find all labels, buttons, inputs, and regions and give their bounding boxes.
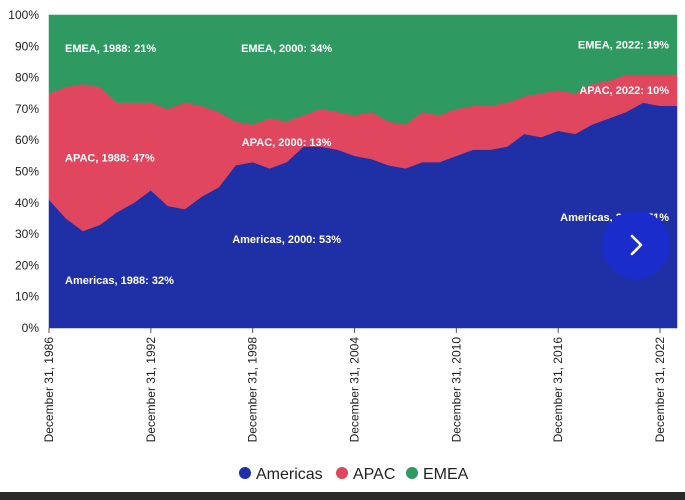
legend-marker-emea (406, 467, 418, 479)
x-tick-label: December 31, 1998 (246, 337, 260, 443)
y-tick-label: 0% (22, 321, 40, 335)
annotation-apac-2022: APAC, 2022: 10% (579, 85, 669, 97)
annotation-emea-2000: EMEA, 2000: 34% (241, 43, 332, 55)
y-tick-label: 100% (8, 8, 39, 22)
y-tick-label: 70% (15, 102, 39, 116)
x-tick-label: December 31, 1992 (144, 337, 158, 443)
legend-marker-americas (239, 467, 251, 479)
next-button[interactable] (602, 211, 670, 279)
annotation-apac-2000: APAC, 2000: 13% (242, 137, 332, 149)
chart-areas (48, 14, 678, 329)
x-tick-label: December 31, 2004 (348, 337, 362, 443)
y-tick-label: 90% (15, 39, 39, 53)
x-tick-label: December 31, 2010 (449, 337, 463, 443)
annotation-apac-1988: APAC, 1988: 47% (65, 152, 155, 164)
y-tick-label: 20% (15, 258, 39, 272)
chart-annotations: EMEA, 1988: 21% APAC, 1988: 47% Americas, … (65, 40, 669, 287)
y-tick-label: 30% (15, 227, 39, 241)
bottom-strip (0, 492, 685, 500)
x-tick-label: December 31, 2022 (653, 337, 667, 443)
x-tick-label: December 31, 1986 (42, 337, 56, 443)
y-tick-label: 60% (15, 133, 39, 147)
y-tick-label: 50% (15, 165, 39, 179)
y-tick-label: 80% (15, 71, 39, 85)
x-tick-label: December 31, 2016 (551, 337, 565, 443)
legend-marker-apac (336, 467, 348, 479)
legend-label-emea: EMEA (423, 466, 469, 483)
y-tick-label: 40% (15, 196, 39, 210)
chevron-right-icon (630, 234, 643, 256)
annotation-emea-1988: EMEA, 1988: 21% (65, 43, 156, 55)
legend-label-americas: Americas (256, 466, 323, 483)
annotation-americas-1988: Americas, 1988: 32% (65, 275, 174, 287)
y-tick-label: 10% (15, 290, 39, 304)
area-emea (48, 14, 678, 125)
chart-legend: Americas APAC EMEA (239, 466, 469, 483)
annotation-americas-2000: Americas, 2000: 53% (232, 234, 341, 246)
annotation-emea-2022: EMEA, 2022: 19% (578, 40, 669, 52)
legend-label-apac: APAC (353, 466, 395, 483)
chart-axes: 0% 10% 20% 30% 40% 50% 60% 70% 80% 90% 100% Decembe… (8, 8, 667, 442)
